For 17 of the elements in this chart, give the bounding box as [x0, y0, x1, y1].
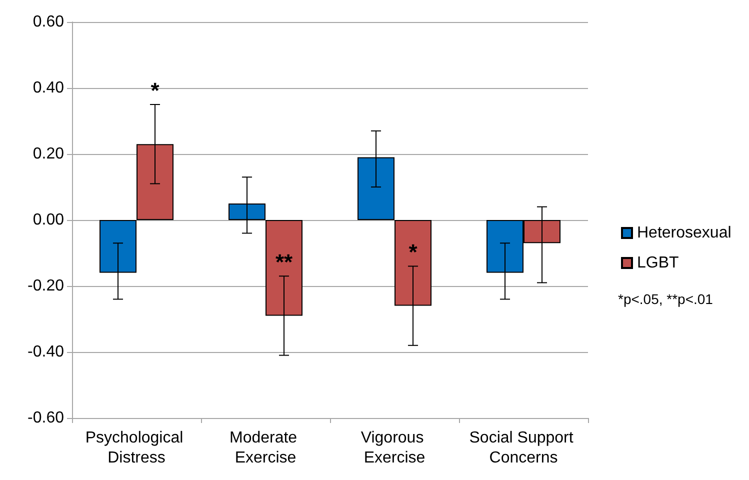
y-tick-label: 0.40: [32, 80, 64, 96]
data-label: *: [150, 78, 160, 103]
legend-label: LGBT: [637, 254, 680, 272]
text: *p<.05, **p<.01: [618, 291, 714, 307]
data-label: **: [275, 250, 293, 275]
y-tick-label: -0.20: [28, 278, 64, 294]
legend-label: Heterosexual: [637, 224, 732, 242]
x-tick-label: Vigorous Exercise: [360, 430, 428, 466]
y-tick-label: -0.40: [28, 344, 64, 360]
y-tick-label: 0.20: [32, 146, 64, 162]
x-tick-label: Social Support Concerns: [469, 430, 578, 466]
y-tick-label: -0.60: [28, 410, 64, 426]
data-label: *: [408, 240, 418, 265]
y-tick-label: 0.00: [32, 212, 64, 228]
x-tick-label: Moderate Exercise: [229, 430, 302, 466]
x-tick-label: Psychological Distress: [85, 430, 188, 466]
y-tick-label: 0.60: [32, 14, 64, 30]
